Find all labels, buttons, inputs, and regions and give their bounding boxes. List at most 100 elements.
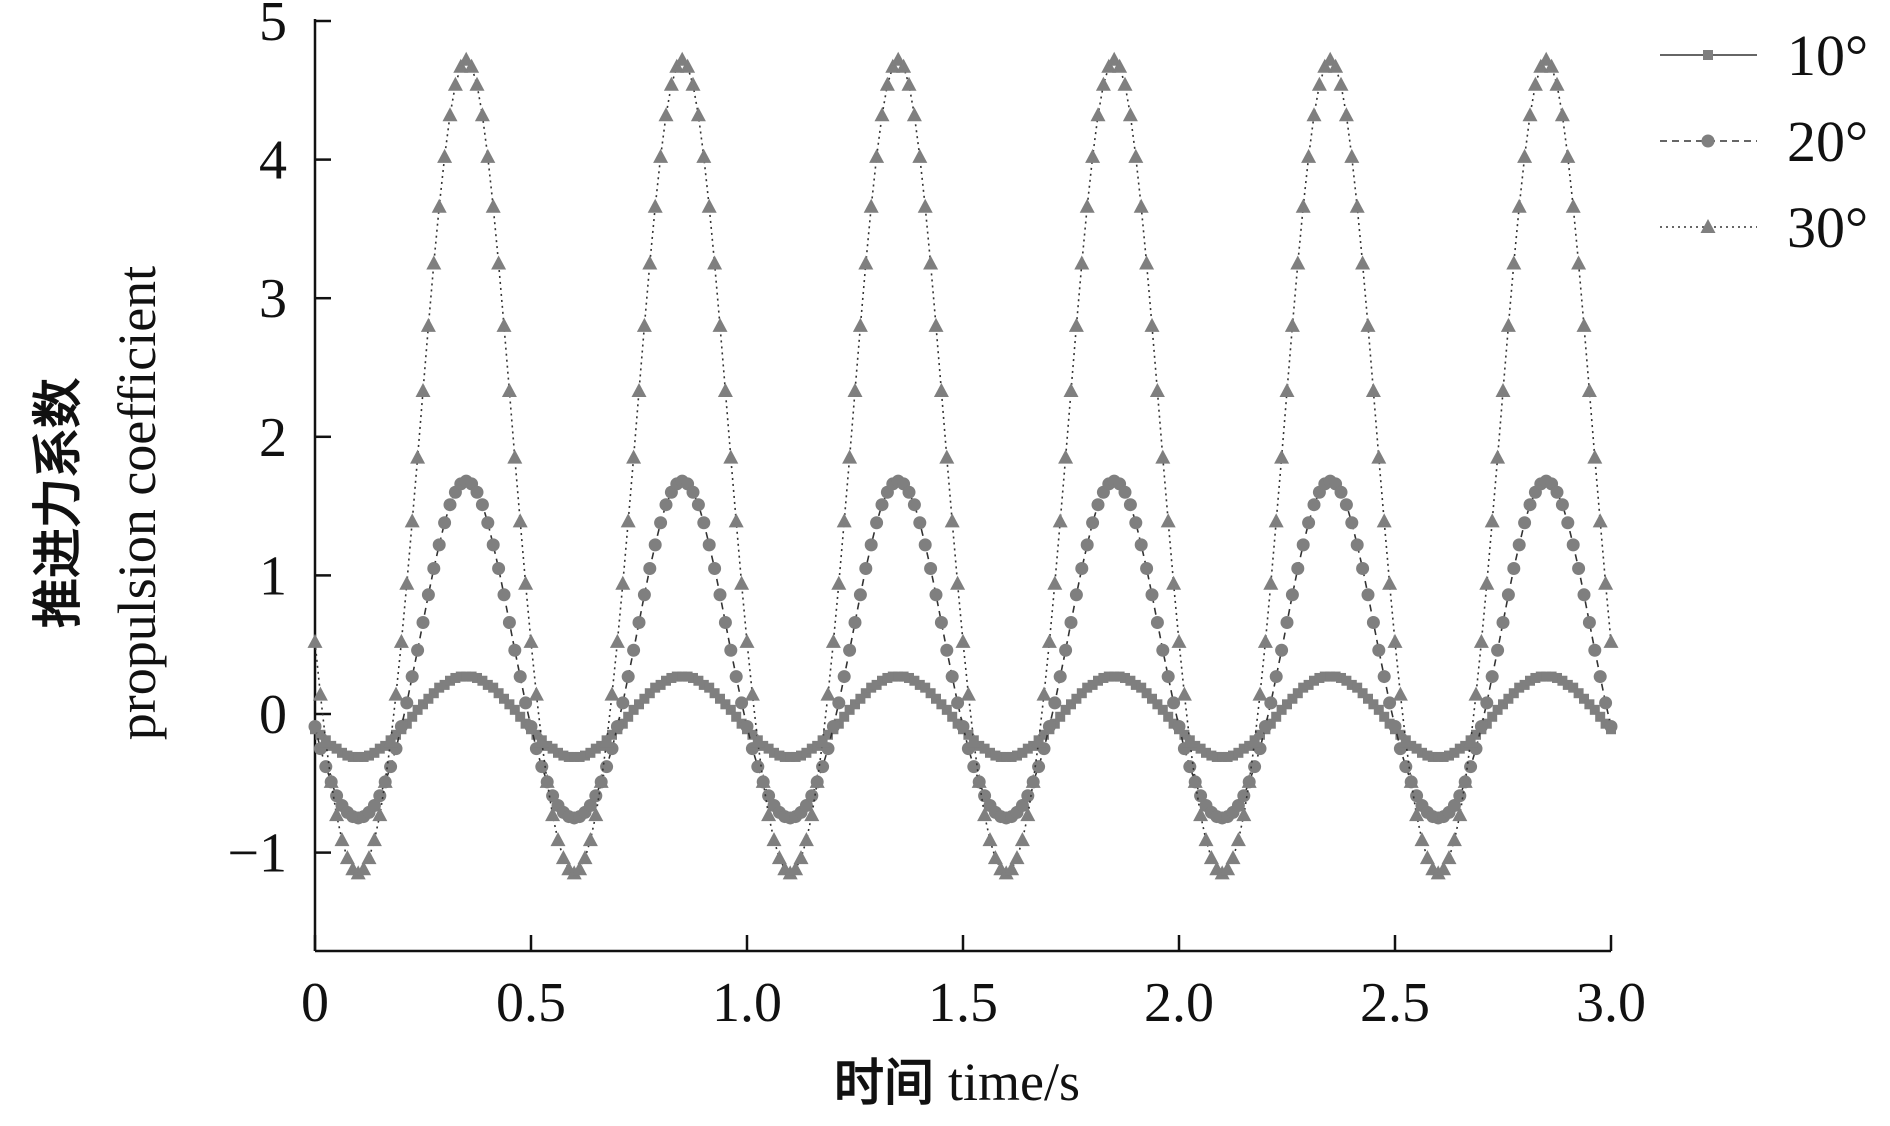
data-point: [308, 719, 322, 733]
data-point: [518, 575, 534, 590]
data-point: [1074, 255, 1090, 270]
data-point: [563, 751, 574, 762]
data-point: [1314, 672, 1325, 683]
data-point: [979, 743, 990, 754]
data-point: [985, 747, 995, 758]
data-point: [637, 588, 651, 602]
data-point: [990, 750, 1001, 761]
data-point: [384, 760, 398, 774]
data-point: [1339, 498, 1353, 512]
data-point: [1541, 671, 1552, 682]
data-point: [315, 729, 326, 740]
data-point: [1015, 798, 1029, 812]
data-point: [312, 686, 328, 701]
data-point: [686, 485, 700, 499]
y-tick-label: 4: [259, 130, 287, 192]
data-point: [724, 643, 738, 657]
data-point: [815, 733, 831, 748]
data-point: [539, 773, 555, 788]
data-point: [1436, 861, 1452, 876]
data-point: [1535, 671, 1546, 682]
data-point: [1508, 688, 1519, 699]
series-group: [307, 51, 1619, 880]
data-point: [747, 729, 758, 740]
data-point: [1568, 682, 1579, 693]
data-point: [1195, 743, 1206, 754]
data-point: [1068, 317, 1084, 332]
data-point: [1311, 76, 1327, 91]
data-point: [481, 516, 495, 530]
data-point: [1147, 693, 1157, 704]
data-point: [1066, 699, 1076, 710]
data-point: [882, 672, 893, 683]
data-point: [771, 850, 787, 865]
data-point: [659, 498, 673, 512]
data-point: [1017, 747, 1028, 758]
data-point: [793, 850, 809, 865]
data-point: [377, 773, 393, 788]
axes: −1 0 1 2 3 4 5 0 0.5 1.0 1.5 2.0 2.5 3.0: [227, 0, 1646, 1034]
data-point: [1357, 688, 1368, 699]
data-point: [1523, 498, 1537, 512]
data-point: [1447, 798, 1461, 812]
x-tick-label: 1.5: [928, 972, 998, 1034]
data-point: [1117, 76, 1133, 91]
data-point: [1055, 711, 1066, 722]
data-point: [1328, 58, 1344, 73]
data-point: [615, 575, 631, 590]
data-point: [1341, 675, 1352, 686]
data-point: [1562, 679, 1573, 690]
data-point: [877, 675, 887, 686]
data-point: [547, 743, 558, 754]
data-point: [442, 107, 458, 122]
data-point: [1287, 693, 1298, 704]
data-point: [806, 743, 817, 754]
data-point: [1572, 561, 1586, 575]
data-point: [1172, 719, 1186, 733]
data-point: [1363, 693, 1373, 704]
data-point: [1090, 107, 1106, 122]
data-point: [966, 733, 982, 748]
data-point: [1519, 679, 1530, 690]
data-point: [904, 672, 914, 683]
data-point: [1020, 807, 1036, 822]
data-point: [1377, 670, 1391, 684]
data-point: [331, 743, 342, 754]
data-point: [691, 498, 705, 512]
data-point: [621, 670, 635, 684]
data-point: [1350, 538, 1364, 552]
data-point: [1125, 675, 1136, 686]
data-point: [945, 670, 959, 684]
data-point: [1222, 751, 1233, 762]
data-point: [604, 686, 620, 701]
data-point: [698, 679, 709, 690]
data-point: [1414, 832, 1430, 847]
data-point: [1001, 751, 1012, 762]
data-point: [1301, 148, 1317, 163]
data-point: [1193, 807, 1209, 822]
data-point: [1365, 383, 1381, 398]
data-point: [508, 643, 522, 657]
data-point: [955, 633, 971, 648]
data-point: [729, 670, 743, 684]
data-point: [372, 807, 388, 822]
data-point: [1112, 58, 1128, 73]
data-point: [858, 255, 874, 270]
data-point: [1004, 861, 1020, 876]
data-point: [720, 699, 731, 710]
data-point: [887, 671, 898, 682]
data-point: [816, 760, 830, 774]
data-point: [364, 750, 374, 761]
data-point: [967, 760, 981, 774]
data-point: [480, 148, 496, 163]
data-point: [1474, 719, 1488, 733]
data-point: [1555, 498, 1569, 512]
data-point: [1565, 198, 1581, 213]
data-point: [1333, 76, 1349, 91]
data-point: [639, 693, 650, 704]
data-point: [1237, 789, 1251, 803]
data-point: [1525, 675, 1535, 686]
data-point: [941, 704, 952, 715]
data-point: [929, 588, 943, 602]
